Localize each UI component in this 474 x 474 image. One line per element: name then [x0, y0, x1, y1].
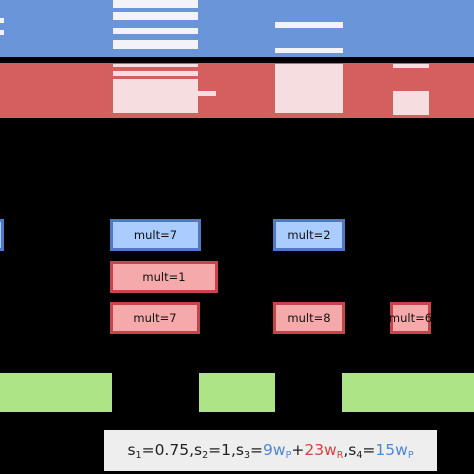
formula-legend: s1=0.75, s2=1, s3=9wP+23wR, s4=15wP: [104, 430, 437, 471]
s4-term: s4=15wP: [348, 440, 414, 461]
red-band-stripe: [198, 91, 216, 96]
blue-band-stripe: [275, 22, 343, 28]
red-mult-box: mult=7: [110, 302, 200, 334]
red-band-stripe: [113, 64, 198, 67]
red-mult-box: mult=1: [110, 261, 218, 293]
green-block: [342, 373, 474, 412]
blue-track-band: [0, 0, 474, 57]
red-band-stripe: [275, 64, 343, 113]
red-mult-box: mult=6: [388, 302, 433, 334]
green-block: [0, 373, 112, 412]
s3-term: s3=9wP+23wR,: [235, 440, 349, 461]
red-band-stripe: [393, 91, 429, 115]
mult-label: mult=1: [142, 270, 186, 284]
red-mult-box: mult=8: [273, 302, 345, 334]
mult-label: mult=7: [133, 311, 177, 325]
s2-term: s2=1,: [194, 440, 236, 461]
blue-edge-marker: [0, 219, 4, 251]
blue-band-stripe: [0, 30, 4, 35]
mult-label: mult=8: [287, 311, 331, 325]
mult-label: mult=2: [287, 228, 331, 242]
w-r-term: 23wR: [304, 440, 344, 461]
blue-band-stripe: [0, 18, 4, 23]
blue-band-stripe: [113, 40, 198, 49]
blue-mult-box: mult=2: [273, 219, 345, 251]
mult-label: mult=6: [388, 311, 433, 325]
red-track-band: [0, 63, 474, 118]
red-band-stripe: [393, 64, 429, 68]
mult-label: mult=7: [133, 228, 178, 242]
red-band-stripe: [113, 79, 198, 113]
red-band-stripe: [113, 71, 198, 76]
blue-band-stripe: [275, 48, 343, 53]
blue-band-stripe: [113, 0, 198, 8]
s1-term: s1=0.75,: [127, 440, 195, 461]
blue-band-stripe: [113, 28, 198, 34]
blue-mult-box: mult=7: [110, 219, 201, 251]
w-p-term: 15wP: [375, 440, 414, 461]
blue-band-stripe: [113, 12, 198, 20]
green-block: [199, 373, 275, 412]
w-p-term: 9wP: [263, 440, 292, 461]
